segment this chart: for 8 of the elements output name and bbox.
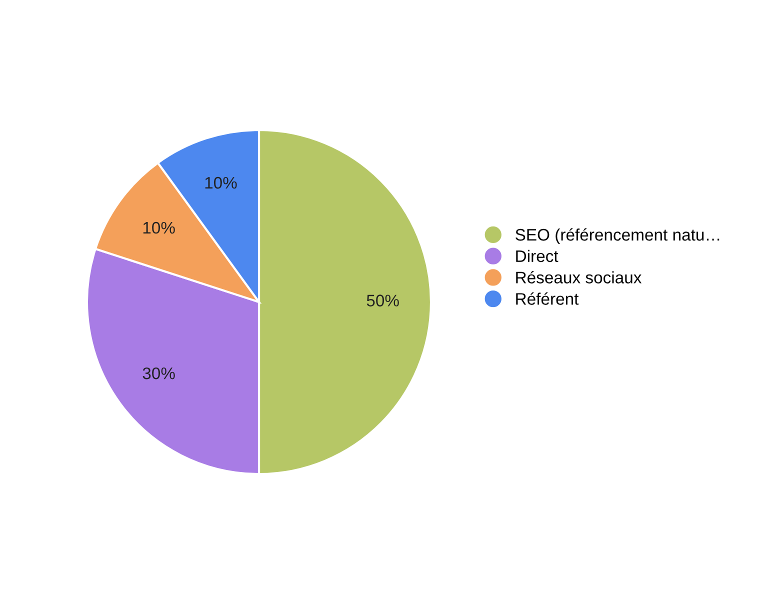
- legend-label: Référent: [516, 292, 579, 305]
- data-label: 50%: [366, 294, 399, 306]
- legend-label: Réseaux sociaux: [516, 271, 642, 284]
- data-label: 30%: [142, 367, 175, 380]
- legend-label: SEO (référencement natu…: [516, 228, 720, 244]
- data-label: 10%: [143, 222, 175, 234]
- data-label: 10%: [205, 176, 237, 189]
- legend-label: Direct: [516, 250, 558, 262]
